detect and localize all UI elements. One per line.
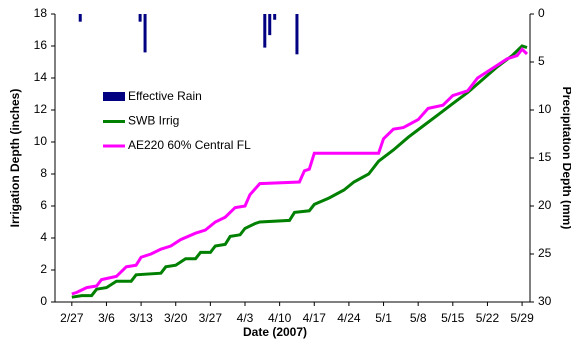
- data-line: [71, 46, 529, 296]
- rain-bar: [263, 14, 267, 48]
- y2-tick-label: 30: [538, 294, 552, 308]
- x-tick-label: 3/13: [129, 311, 153, 325]
- x-tick-label: 5/8: [410, 311, 427, 325]
- y2-tick-label: 20: [538, 198, 552, 212]
- x-axis-title: Date (2007): [243, 325, 307, 339]
- x-tick-label: 5/22: [476, 311, 500, 325]
- rain-bar: [78, 14, 82, 22]
- y-axis-title: Irrigation Depth (inches): [8, 89, 22, 228]
- rain-bar: [268, 14, 272, 36]
- y-tick-label: 4: [40, 230, 47, 244]
- rain-bar: [273, 14, 277, 20]
- y-tick-label: 6: [40, 198, 47, 212]
- y-tick-label: 16: [34, 38, 48, 52]
- legend-label: SWB Irrig: [128, 114, 179, 128]
- y-tick-label: 14: [34, 70, 48, 84]
- y-tick-label: 12: [34, 102, 48, 116]
- x-tick-label: 4/3: [237, 311, 254, 325]
- y2-axis-title: Precipitation Depth (mm): [560, 87, 571, 230]
- rain-bar: [295, 14, 299, 55]
- x-tick-label: 2/27: [60, 311, 84, 325]
- y-tick-label: 0: [40, 294, 47, 308]
- legend-label: AE220 60% Central FL: [128, 138, 251, 152]
- x-tick-label: 5/1: [375, 311, 392, 325]
- rain-bar: [143, 14, 147, 53]
- rain-bar: [138, 14, 142, 22]
- y2-tick-label: 15: [538, 150, 552, 164]
- x-tick-label: 3/6: [98, 311, 115, 325]
- y2-tick-label: 5: [538, 54, 545, 68]
- x-tick-label: 5/29: [510, 311, 534, 325]
- x-tick-label: 3/20: [164, 311, 188, 325]
- y2-tick-label: 0: [538, 6, 545, 20]
- y2-tick-label: 25: [538, 246, 552, 260]
- x-tick-label: 4/17: [303, 311, 327, 325]
- y-tick-label: 2: [40, 262, 47, 276]
- data-line: [71, 44, 528, 299]
- x-tick-label: 3/27: [199, 311, 223, 325]
- x-tick-label: 4/10: [268, 311, 292, 325]
- y2-tick-label: 10: [538, 102, 552, 116]
- x-tick-label: 4/24: [337, 311, 361, 325]
- y-tick-label: 18: [34, 6, 48, 20]
- x-tick-label: 5/15: [441, 311, 465, 325]
- legend-label: Effective Rain: [128, 89, 202, 103]
- legend-swatch: [103, 92, 125, 101]
- y-tick-label: 8: [40, 166, 47, 180]
- y-tick-label: 10: [34, 134, 48, 148]
